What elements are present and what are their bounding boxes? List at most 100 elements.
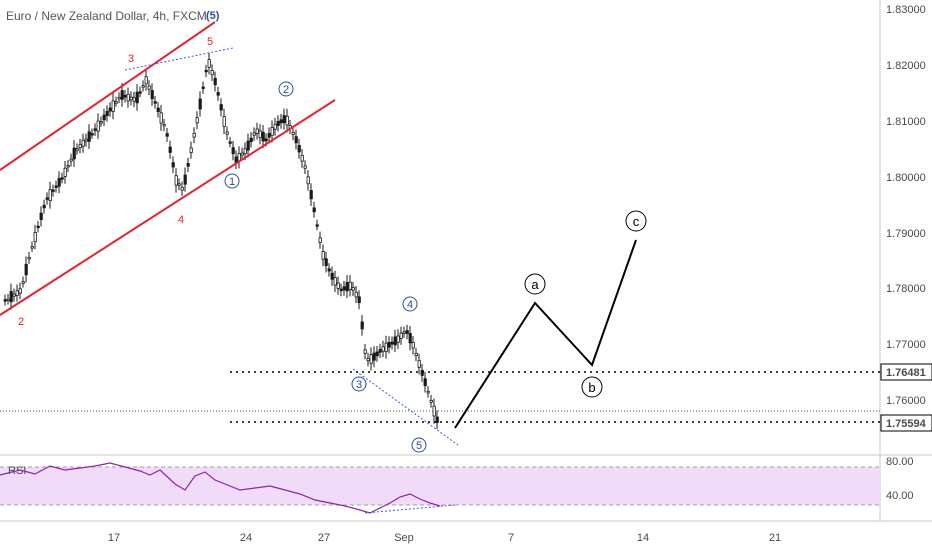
candle-body: [54, 185, 58, 188]
candle-body: [339, 288, 343, 292]
price-tick: 1.80000: [886, 172, 926, 184]
candle-body: [201, 86, 205, 89]
candle-body: [423, 378, 427, 387]
candle-body: [165, 133, 169, 137]
wave-count-1: 1: [224, 173, 240, 189]
candle-body: [72, 147, 76, 160]
candle-body: [429, 400, 433, 403]
candle-body: [330, 272, 334, 280]
candle-body: [225, 131, 229, 135]
candle-body: [417, 360, 421, 368]
candle-body: [39, 212, 43, 221]
candle-body: [159, 112, 163, 124]
candle-body: [24, 263, 28, 276]
wave-count-5: 5: [411, 437, 427, 453]
candle-body: [117, 96, 121, 100]
rsi-tick: 80.00: [886, 456, 914, 468]
candle-body: [21, 281, 25, 284]
title-wave-label: (5): [206, 10, 220, 22]
svg-text:4: 4: [407, 299, 413, 311]
candle-body: [291, 131, 295, 136]
candle-body: [270, 127, 274, 136]
svg-text:3: 3: [356, 379, 362, 391]
price-tick: 1.83000: [886, 4, 926, 16]
candle-body: [411, 342, 415, 349]
candle-body: [375, 351, 379, 357]
candle-body: [162, 123, 166, 127]
candle-body: [420, 369, 424, 376]
candle-body: [135, 91, 139, 104]
candle-body: [147, 85, 151, 90]
price-tick: 1.78000: [886, 283, 926, 295]
candle-body: [171, 162, 175, 168]
candle-body: [267, 133, 271, 138]
candle-body: [153, 101, 157, 104]
candle-body: [132, 97, 136, 102]
price-axis-ticks: 1.83000 1.82000 1.81000 1.80000 1.79000 …: [886, 4, 926, 407]
candle-body: [414, 352, 418, 357]
candle-body: [243, 148, 247, 155]
candle-body: [213, 77, 217, 86]
candle-body: [180, 186, 184, 191]
candle-body: [258, 130, 262, 139]
rsi-tick: 40.00: [886, 490, 914, 502]
time-axis-ticks: 17 24 27 Sep 7 14 21: [108, 532, 781, 544]
candle-body: [42, 204, 46, 209]
candle-body: [279, 119, 283, 124]
candle-body: [309, 190, 313, 200]
candle-body: [306, 176, 310, 185]
candle-body: [273, 123, 277, 130]
time-tick: 7: [508, 532, 514, 544]
candle-body: [105, 110, 109, 116]
candle-body: [120, 90, 124, 100]
wave-label-c: c: [625, 210, 647, 232]
candle-body: [315, 224, 319, 227]
candle-body: [81, 139, 85, 147]
candle-body: [387, 341, 391, 348]
candle-body: [18, 288, 22, 294]
candle-body: [327, 268, 331, 272]
channel-lower-line: [0, 99, 336, 316]
candle-body: [126, 93, 130, 102]
candle-body: [51, 189, 55, 192]
candle-body: [183, 174, 187, 185]
candle-body: [102, 114, 106, 121]
candle-body: [150, 90, 154, 100]
candle-body: [405, 330, 409, 334]
candle-body: [303, 165, 307, 169]
candle-body: [27, 256, 31, 260]
candle-body: [111, 100, 115, 112]
candle-body: [108, 107, 112, 112]
candle-body: [204, 69, 208, 73]
candle-body: [36, 225, 40, 229]
candle-body: [345, 281, 349, 292]
time-tick: Sep: [394, 532, 414, 544]
candle-body: [84, 138, 88, 142]
candle-body: [351, 287, 355, 291]
candle-body: [285, 115, 289, 126]
price-tick: 1.79000: [886, 228, 926, 240]
candle-body: [300, 154, 304, 162]
price-tick: 1.76000: [886, 395, 926, 407]
channel-count-3: 3: [128, 53, 134, 65]
channel-count-5: 5: [207, 36, 213, 48]
rsi-band: [0, 467, 880, 505]
candle-body: [144, 76, 148, 85]
candle-body: [381, 346, 385, 352]
candles-group: [3, 52, 439, 430]
candle-body: [261, 131, 265, 142]
candle-body: [393, 336, 397, 346]
svg-text:1: 1: [229, 176, 235, 188]
candle-body: [408, 333, 412, 344]
candle-body: [114, 101, 118, 104]
price-tag-lower: 1.75594: [886, 418, 927, 430]
candle-body: [69, 158, 73, 162]
candle-body: [141, 85, 145, 88]
svg-text:b: b: [588, 380, 595, 395]
candle-body: [354, 291, 358, 298]
candle-body: [390, 341, 394, 345]
price-tick: 1.77000: [886, 339, 926, 351]
candle-body: [348, 281, 352, 290]
